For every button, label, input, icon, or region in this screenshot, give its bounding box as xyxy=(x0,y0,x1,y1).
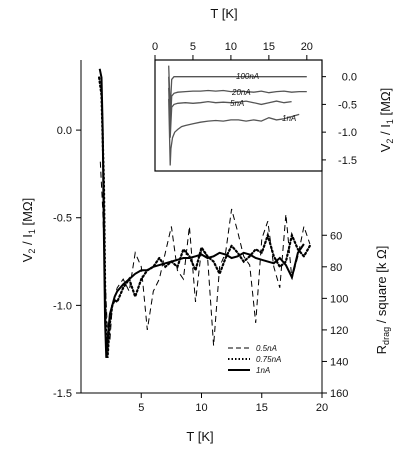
inset-layer: 0 5 10 15 20 0.0 -0.5 -1.0 -1.5 100nA 20nA 5nA 1nA xyxy=(152,41,357,172)
inset-series-line-1nA xyxy=(168,98,300,166)
main-y-tick-label: -1.0 xyxy=(53,300,72,312)
inset-series-line-20nA xyxy=(168,76,307,127)
inset-y-axis-label: V2 / I1 [MΩ] xyxy=(378,88,395,153)
inset-series-label-20nA: 20nA xyxy=(231,88,251,97)
inset-y-tick-label: -1.0 xyxy=(338,127,357,139)
inset-x-tick-label: 0 xyxy=(152,41,158,53)
main-y-tick-label: -1.5 xyxy=(53,388,72,400)
inset-x-tick-label: 5 xyxy=(190,41,196,53)
main-tick-layer: 5 10 15 20 0.0 -0.5 -1.0 -1.5 60 80 100 120 140 160 xyxy=(53,125,348,414)
main-y2-tick-label: 160 xyxy=(330,388,348,400)
series-line-1nA xyxy=(98,68,305,358)
inset-x-axis-label: T [K] xyxy=(210,6,237,21)
legend-label-0.5nA: 0.5nA xyxy=(256,344,277,353)
main-y-axis-label: V2 / I1 [MΩ] xyxy=(20,198,37,263)
svg-text:V2 / I1 [MΩ]: V2 / I1 [MΩ] xyxy=(378,88,395,153)
main-y2-tick-label: 140 xyxy=(330,356,348,368)
legend-label-1nA: 1nA xyxy=(256,366,270,375)
main-series-layer xyxy=(98,68,311,359)
inset-x-tick-label: 15 xyxy=(263,41,275,53)
main-y2-tick-label: 60 xyxy=(330,230,342,242)
main-x-tick-label: 5 xyxy=(138,402,144,414)
main-x-tick-label: 15 xyxy=(256,402,268,414)
inset-y-tick-label: -1.5 xyxy=(338,155,357,167)
main-y2-tick-label: 80 xyxy=(330,262,342,274)
inset-y-tick-label: -0.5 xyxy=(338,99,357,111)
inset-series-line-100nA xyxy=(168,65,307,110)
inset-y-tick-label: 0.0 xyxy=(342,72,357,84)
main-x-tick-label: 10 xyxy=(195,402,207,414)
main-y2-tick-label: 120 xyxy=(330,325,348,337)
main-y-tick-label: -0.5 xyxy=(53,213,72,225)
legend-label-0.75nA: 0.75nA xyxy=(256,355,281,364)
main-y2-axis-label: Rdrag / square [k Ω] xyxy=(374,246,391,355)
inset-series-label-100nA: 100nA xyxy=(236,72,259,81)
inset-series-label-5nA: 5nA xyxy=(230,99,244,108)
inset-series-line-5nA xyxy=(168,87,292,138)
svg-text:Rdrag / square [k Ω]: Rdrag / square [k Ω] xyxy=(374,246,391,355)
inset-series-label-1nA: 1nA xyxy=(282,114,296,123)
inset-x-tick-label: 10 xyxy=(225,41,237,53)
main-x-tick-label: 20 xyxy=(316,402,328,414)
inset-x-tick-label: 20 xyxy=(301,41,313,53)
main-y-tick-label: 0.0 xyxy=(57,125,72,137)
svg-text:V2 / I1 [MΩ]: V2 / I1 [MΩ] xyxy=(20,198,37,263)
legend: 0.5nA 0.75nA 1nA xyxy=(228,344,281,375)
main-y2-tick-label: 100 xyxy=(330,293,348,305)
main-x-axis-label: T [K] xyxy=(186,429,213,444)
